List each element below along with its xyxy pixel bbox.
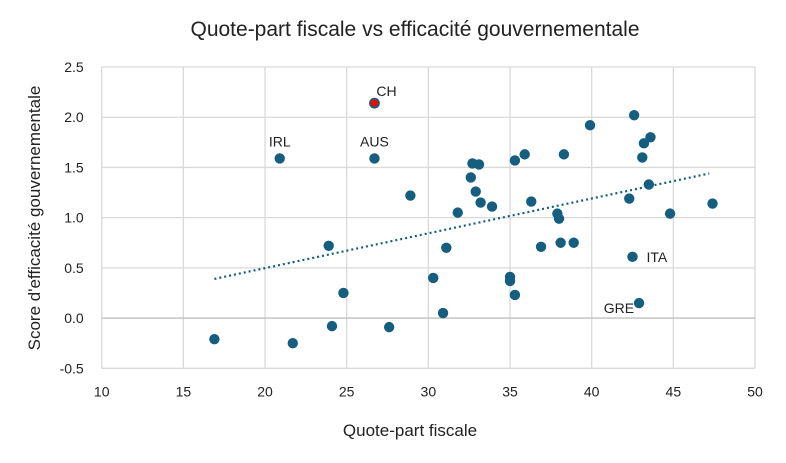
data-point xyxy=(369,97,380,109)
trendline xyxy=(214,172,710,280)
grid xyxy=(101,66,756,369)
point-label: AUS xyxy=(360,133,389,149)
point-label: ITA xyxy=(647,249,668,265)
data-point xyxy=(326,320,338,332)
data-point xyxy=(568,237,579,248)
point-label: CH xyxy=(376,83,396,99)
x-tick-label: 45 xyxy=(666,383,682,399)
y-tick-labels: -0.5 0.0 0.5 1.0 1.5 2.0 2.5 xyxy=(60,59,84,376)
data-point xyxy=(637,152,648,163)
y-tick-label: 1.5 xyxy=(64,159,84,175)
data-point xyxy=(428,272,439,284)
data-point xyxy=(441,242,452,253)
data-points xyxy=(209,97,718,349)
x-tick-label: 50 xyxy=(747,383,763,399)
data-point xyxy=(509,289,521,301)
y-tick-label: 0.5 xyxy=(64,260,84,276)
data-point xyxy=(486,201,498,212)
x-tick-labels: 10 15 20 25 30 35 40 45 50 xyxy=(94,383,763,399)
data-point xyxy=(645,132,656,143)
point-labels: IRL CH AUS ITA GRE xyxy=(269,83,668,316)
y-axis-label: Score d'efficacité gouvernementale xyxy=(25,86,44,351)
data-point xyxy=(638,138,650,149)
data-point xyxy=(338,287,349,299)
data-point xyxy=(643,179,655,190)
x-tick-label: 30 xyxy=(421,383,437,399)
data-point xyxy=(437,307,449,319)
data-point xyxy=(624,193,635,204)
y-tick-label: 2.5 xyxy=(64,59,84,75)
data-point xyxy=(504,275,516,287)
data-point xyxy=(584,120,596,131)
data-point xyxy=(555,237,566,248)
data-point xyxy=(628,110,640,121)
point-label: GRE xyxy=(604,300,634,316)
data-point xyxy=(535,241,547,252)
data-point xyxy=(452,207,463,218)
x-tick-label: 20 xyxy=(257,383,273,399)
x-tick-label: 10 xyxy=(94,383,110,399)
data-point xyxy=(383,321,395,333)
data-point xyxy=(627,251,638,263)
data-point xyxy=(519,149,530,160)
data-point xyxy=(209,333,220,345)
data-point xyxy=(553,213,565,224)
x-tick-label: 35 xyxy=(502,383,518,399)
x-axis-label: Quote-part fiscale xyxy=(343,421,477,440)
data-point xyxy=(473,159,485,170)
data-point xyxy=(369,153,380,164)
chart-title: Quote-part fiscale vs efficacité gouvern… xyxy=(190,18,639,41)
data-point xyxy=(405,190,416,201)
data-point xyxy=(633,297,645,309)
x-tick-label: 25 xyxy=(339,383,355,399)
x-tick-label: 40 xyxy=(584,383,600,399)
data-point xyxy=(509,155,521,166)
data-point xyxy=(470,186,481,197)
data-point xyxy=(465,172,477,183)
data-point xyxy=(274,153,285,164)
data-point xyxy=(287,337,298,349)
data-point xyxy=(526,196,537,207)
y-tick-label: -0.5 xyxy=(60,360,84,376)
y-tick-label: 2.0 xyxy=(64,109,84,125)
point-label: IRL xyxy=(269,133,291,149)
data-point xyxy=(707,198,718,209)
data-point xyxy=(323,240,334,251)
data-point xyxy=(558,149,570,160)
y-tick-label: 0.0 xyxy=(64,310,84,326)
x-tick-label: 15 xyxy=(176,383,192,399)
data-point xyxy=(664,208,676,219)
y-tick-label: 1.0 xyxy=(64,210,84,226)
data-point xyxy=(475,197,486,208)
